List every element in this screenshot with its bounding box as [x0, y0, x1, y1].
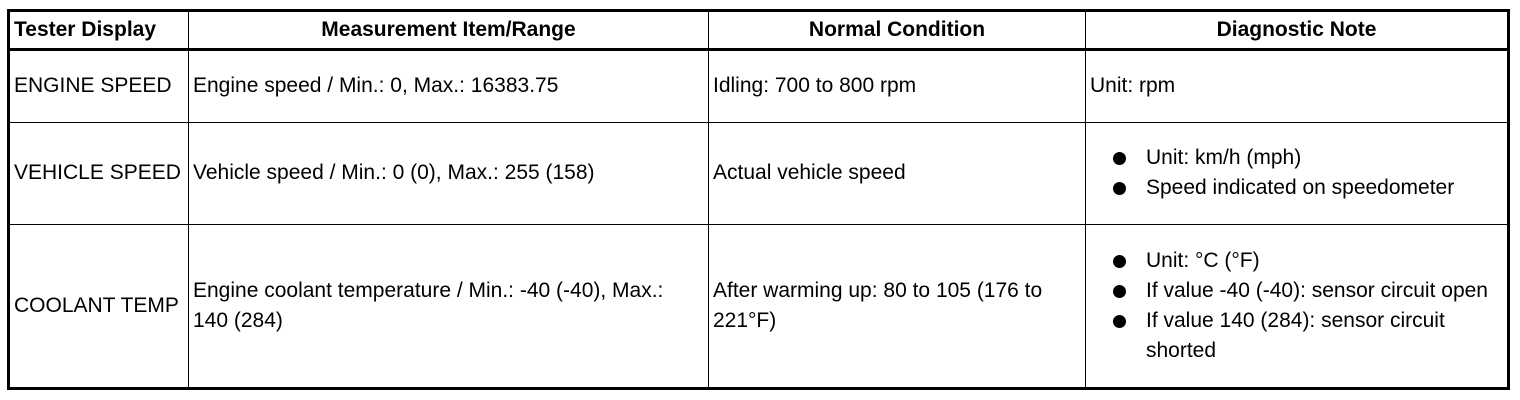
cell-tester-display: VEHICLE SPEED — [8, 121, 189, 226]
cell-normal-condition: Idling: 700 to 800 rpm — [708, 49, 1086, 123]
diagnostic-note-list: Unit: km/h (mph) Speed indicated on spee… — [1090, 143, 1503, 203]
cell-tester-display: COOLANT TEMP — [8, 224, 189, 389]
cell-tester-display: ENGINE SPEED — [8, 49, 189, 123]
note-bullet-item: Unit: km/h (mph) — [1110, 143, 1503, 173]
header-tester-display: Tester Display — [8, 10, 189, 51]
note-bullet-item: If value 140 (284): sensor circuit short… — [1110, 306, 1503, 366]
header-normal-condition: Normal Condition — [708, 10, 1086, 51]
cell-measurement: Vehicle speed / Min.: 0 (0), Max.: 255 (… — [188, 121, 709, 226]
header-measurement-item-range: Measurement Item/Range — [188, 10, 709, 51]
table-header-row: Tester Display Measurement Item/Range No… — [8, 10, 1509, 51]
header-diagnostic-note: Diagnostic Note — [1085, 10, 1509, 51]
cell-normal-condition: After warming up: 80 to 105 (176 to 221°… — [708, 224, 1086, 389]
table-row: VEHICLE SPEED Vehicle speed / Min.: 0 (0… — [8, 121, 1509, 226]
cell-diagnostic-note: Unit: km/h (mph) Speed indicated on spee… — [1085, 121, 1509, 226]
cell-diagnostic-note: Unit: °C (°F) If value -40 (-40): sensor… — [1085, 224, 1509, 389]
note-bullet-item: Unit: °C (°F) — [1110, 246, 1503, 276]
cell-diagnostic-note: Unit: rpm — [1085, 49, 1509, 123]
table-row: ENGINE SPEED Engine speed / Min.: 0, Max… — [8, 49, 1509, 123]
note-bullet-item: If value -40 (-40): sensor circuit open — [1110, 276, 1503, 306]
diagnostic-note-list: Unit: °C (°F) If value -40 (-40): sensor… — [1090, 246, 1503, 366]
table-row: COOLANT TEMP Engine coolant temperature … — [8, 224, 1509, 389]
data-list-table: Tester Display Measurement Item/Range No… — [7, 9, 1510, 390]
cell-measurement: Engine coolant temperature / Min.: -40 (… — [188, 224, 709, 389]
note-bullet-item: Speed indicated on speedometer — [1110, 173, 1503, 203]
data-list-table-container: Tester Display Measurement Item/Range No… — [7, 9, 1510, 390]
cell-measurement: Engine speed / Min.: 0, Max.: 16383.75 — [188, 49, 709, 123]
cell-normal-condition: Actual vehicle speed — [708, 121, 1086, 226]
